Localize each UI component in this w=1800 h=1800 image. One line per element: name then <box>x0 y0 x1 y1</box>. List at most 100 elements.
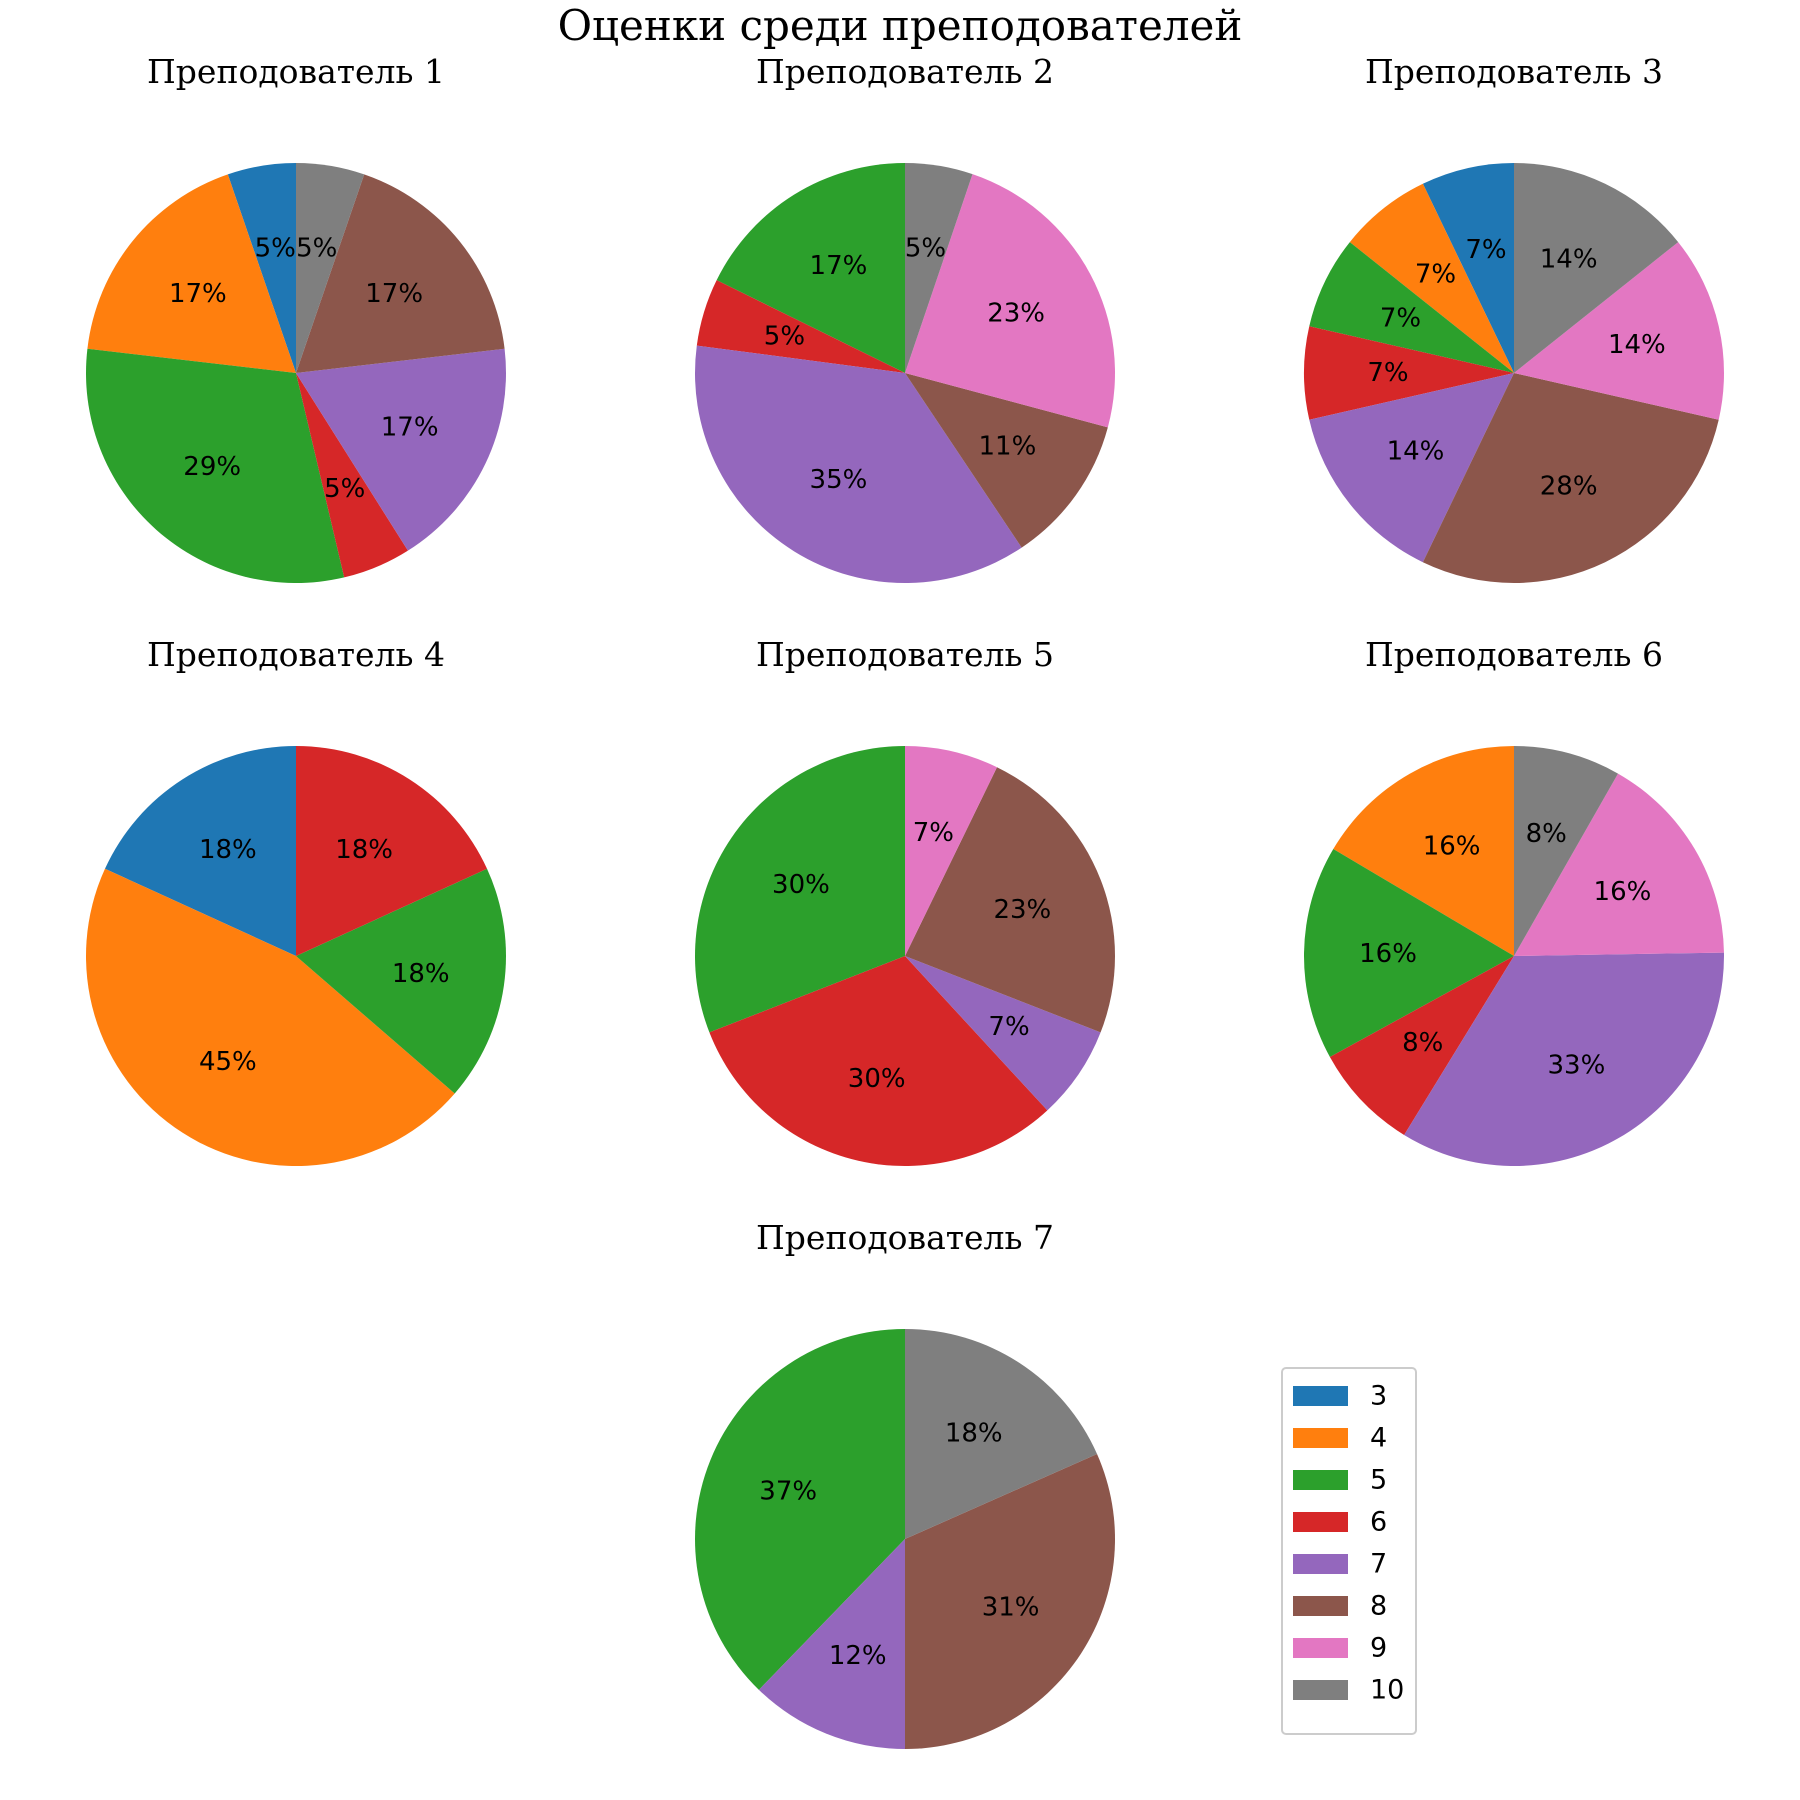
pie-slice-grade-5 <box>716 163 905 373</box>
slice-percent-label: 16% <box>1423 832 1481 862</box>
legend-swatch-7 <box>1293 1554 1348 1574</box>
slice-percent-label: 17% <box>169 279 227 309</box>
slice-percent-label: 5% <box>764 321 805 351</box>
slice-percent-label: 17% <box>365 279 423 309</box>
slice-percent-label: 16% <box>1594 877 1652 907</box>
slice-percent-label: 5% <box>324 474 365 504</box>
legend-swatch-4 <box>1293 1428 1348 1448</box>
legend-label: 9 <box>1370 1633 1387 1664</box>
legend-swatch-8 <box>1293 1596 1348 1616</box>
pie-title: Преподователь 1 <box>147 52 445 91</box>
pie-slice-grade-5 <box>296 868 506 1094</box>
slice-percent-label: 14% <box>1608 330 1666 360</box>
pie-slice-grade-8 <box>905 1454 1116 1749</box>
slice-percent-label: 5% <box>905 234 946 264</box>
pie-slice-grade-6 <box>1329 956 1514 1135</box>
legend-label: 4 <box>1370 1423 1387 1454</box>
pie-7: Преподователь 7 37% 12% 31% 18% <box>695 1218 1116 1749</box>
slice-percent-label: 8% <box>1526 819 1567 849</box>
pie-slice-grade-4 <box>1349 183 1514 373</box>
slice-percent-label: 23% <box>993 895 1051 925</box>
pie-2: Преподователь 2 17% 5% 35% 11% 23% 5% <box>695 52 1115 583</box>
slice-percent-label: 17% <box>381 412 439 442</box>
pie-5: Преподователь 5 30% 30% 7% 23% 7% <box>695 635 1115 1166</box>
legend: 3 4 5 6 7 8 9 10 <box>1281 1367 1417 1735</box>
pie-slice-grade-9 <box>905 174 1115 428</box>
slice-percent-label: 45% <box>199 1047 257 1077</box>
slice-percent-label: 29% <box>183 452 241 482</box>
pie-title: Преподователь 3 <box>1365 52 1663 91</box>
pie-title: Преподователь 4 <box>147 635 445 674</box>
pie-slice-grade-6 <box>709 956 1048 1166</box>
pie-slice-grade-7 <box>758 1539 905 1749</box>
pie-6: Преподователь 6 16% 16% 8% 33% 16% 8% <box>1303 635 1724 1167</box>
slice-percent-label: 8% <box>1402 1028 1443 1058</box>
pie-1: Преподователь 1 5% 17% 29% 5% 17% 17% 5% <box>86 52 506 584</box>
figure-title: Оценки среди преподователей <box>558 1 1243 50</box>
pie-slice-grade-5 <box>86 348 345 584</box>
pie-slice-grade-10 <box>1514 746 1619 956</box>
slice-percent-label: 14% <box>1387 437 1445 467</box>
slice-percent-label: 16% <box>1359 939 1417 969</box>
pies-group: Преподователь 15%17%29%5%17%17%5%Преподо… <box>86 52 1724 1749</box>
legend-label: 3 <box>1370 1381 1387 1412</box>
pie-slice-grade-7 <box>695 345 1022 583</box>
slice-percent-label: 30% <box>772 870 830 900</box>
pie-slice-grade-10 <box>1514 163 1679 373</box>
slice-percent-label: 7% <box>1415 259 1456 289</box>
pie-slice-grade-7 <box>1309 373 1514 563</box>
slice-percent-label: 23% <box>987 299 1045 329</box>
pie-3: Преподователь 3 7% 7% 7% 7% 14% 28% 14% 14% <box>1304 52 1724 583</box>
legend-swatch-10 <box>1293 1680 1348 1700</box>
slice-percent-label: 18% <box>199 835 257 865</box>
pie-slice-grade-9 <box>1514 242 1724 420</box>
pie-slice-grade-7 <box>1404 952 1724 1167</box>
pie-slice-grade-6 <box>296 746 488 956</box>
pie-slice-grade-3 <box>104 746 296 956</box>
pie-slice-grade-8 <box>1422 373 1719 583</box>
legend-swatch-5 <box>1293 1470 1348 1490</box>
pie-4: Преподователь 4 18% 45% 18% 18% <box>86 635 506 1167</box>
pie-slice-grade-8 <box>296 174 505 373</box>
legend-label: 7 <box>1370 1549 1387 1580</box>
legend-label: 10 <box>1370 1675 1404 1706</box>
slice-percent-label: 18% <box>945 1418 1003 1448</box>
slice-percent-label: 37% <box>759 1477 817 1507</box>
slice-percent-label: 28% <box>1540 472 1598 502</box>
slice-percent-label: 30% <box>848 1064 906 1094</box>
slice-percent-label: 7% <box>1367 358 1408 388</box>
pie-slice-grade-6 <box>1304 326 1514 420</box>
pie-slice-grade-8 <box>905 767 1115 1033</box>
slice-percent-label: 12% <box>829 1641 887 1671</box>
slice-percent-label: 17% <box>810 251 868 281</box>
legend-label: 5 <box>1370 1465 1387 1496</box>
pie-slice-grade-7 <box>296 348 506 551</box>
slice-percent-label: 35% <box>810 465 868 495</box>
pie-slice-grade-9 <box>1514 773 1724 956</box>
pie-slice-grade-5 <box>695 746 905 1033</box>
slice-percent-label: 11% <box>979 431 1037 461</box>
pie-slice-grade-10 <box>296 163 365 373</box>
pie-slice-grade-10 <box>905 1329 1098 1539</box>
legend-swatch-9 <box>1293 1638 1348 1658</box>
legend-label: 6 <box>1370 1507 1387 1538</box>
pie-slice-grade-10 <box>905 163 973 373</box>
pie-slice-grade-4 <box>87 174 296 373</box>
pie-title: Преподователь 2 <box>756 52 1054 91</box>
pie-title: Преподователь 6 <box>1365 635 1663 674</box>
slice-percent-label: 7% <box>913 818 954 848</box>
pie-slice-grade-5 <box>1309 242 1514 373</box>
legend-swatch-6 <box>1293 1512 1348 1532</box>
pie-slice-grade-7 <box>905 956 1101 1111</box>
pie-slice-grade-4 <box>1333 746 1514 956</box>
pie-slice-grade-3 <box>1422 163 1514 373</box>
slice-percent-label: 18% <box>392 959 450 989</box>
slice-percent-label: 33% <box>1548 1050 1606 1080</box>
slice-percent-label: 5% <box>296 234 337 264</box>
legend-swatch-3 <box>1293 1386 1348 1406</box>
pie-slice-grade-5 <box>695 1329 905 1690</box>
slice-percent-label: 7% <box>988 1012 1029 1042</box>
slice-percent-label: 18% <box>335 835 393 865</box>
slice-percent-label: 7% <box>1380 303 1421 333</box>
